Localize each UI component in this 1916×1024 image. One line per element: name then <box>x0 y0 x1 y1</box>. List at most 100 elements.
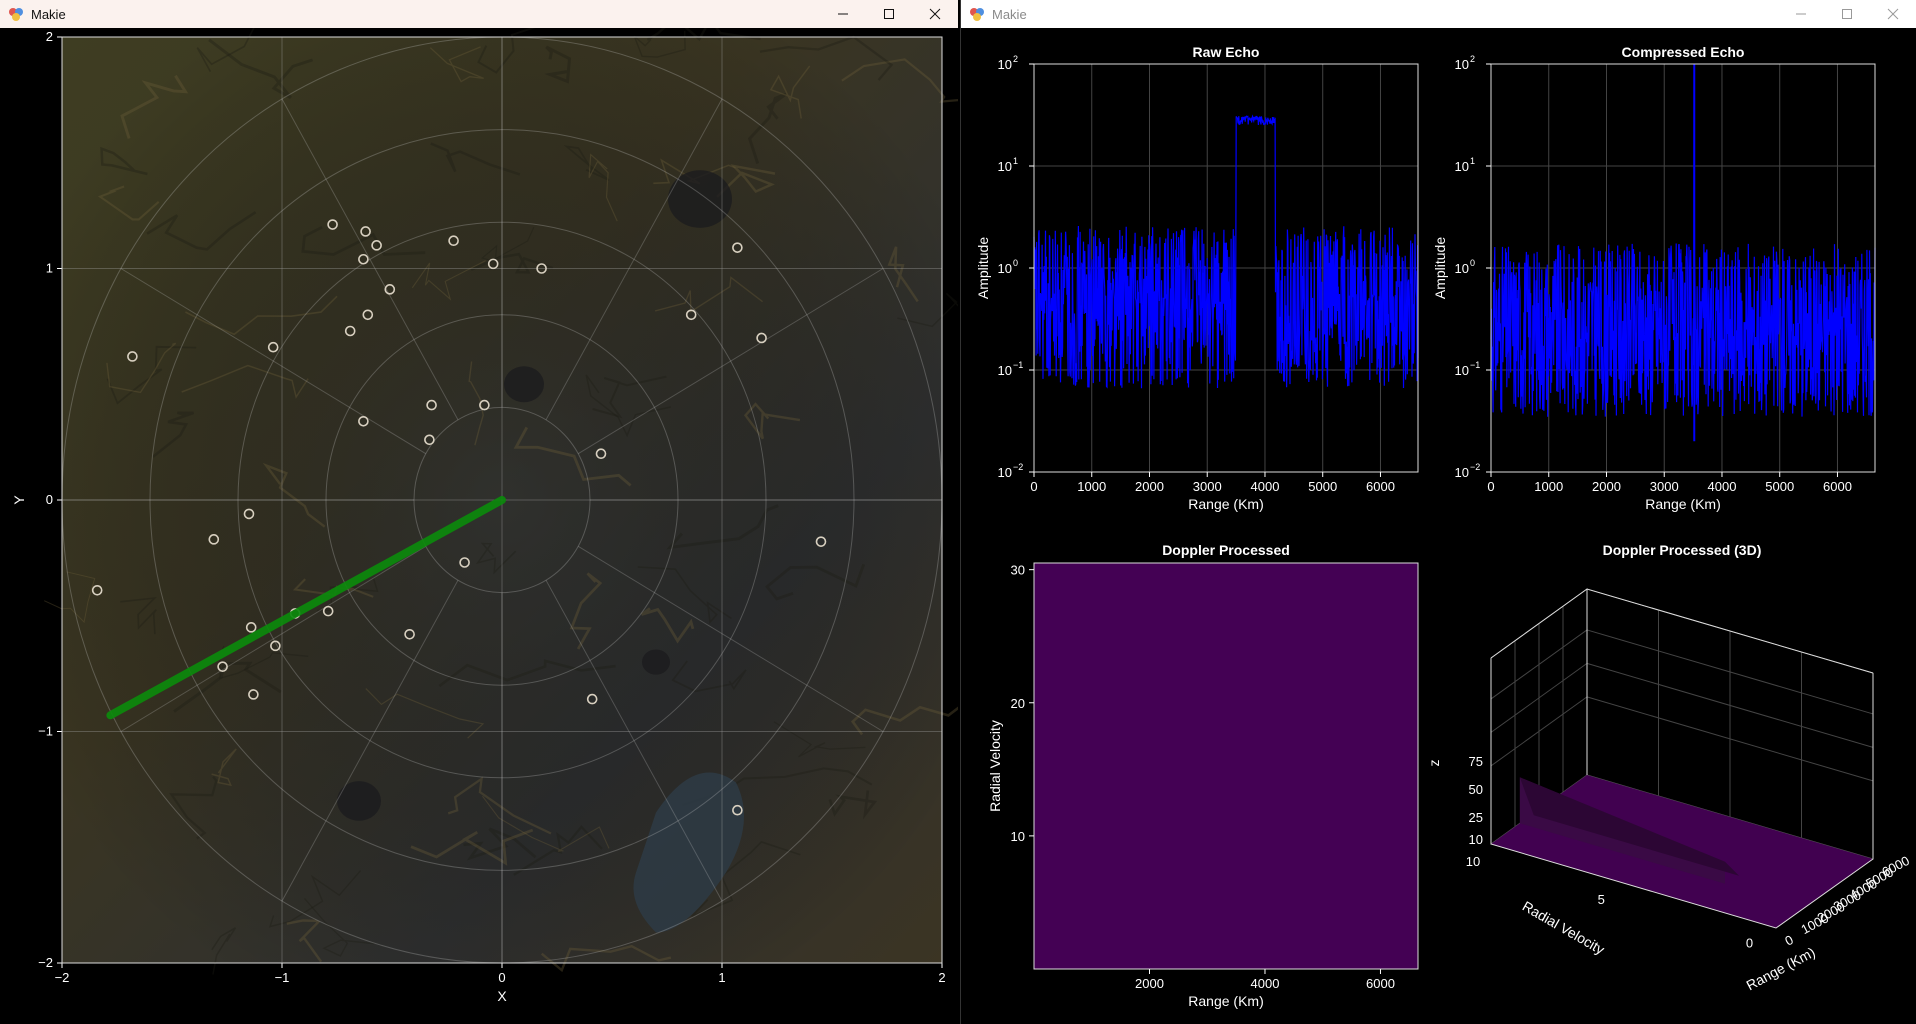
y-tick-exponent: 0 <box>1013 258 1018 268</box>
terrain-ridge <box>438 659 616 688</box>
target-marker[interactable] <box>208 534 220 545</box>
makie-window-map[interactable]: Makie <box>0 0 958 1024</box>
target-marker[interactable] <box>404 628 415 640</box>
close-button[interactable] <box>1870 0 1916 28</box>
y-tick-exponent: 1 <box>1013 156 1018 166</box>
target-marker[interactable] <box>91 584 103 596</box>
target-marker[interactable] <box>327 219 338 230</box>
target-marker[interactable] <box>322 605 334 617</box>
target-marker[interactable] <box>448 235 459 247</box>
target-marker[interactable] <box>424 434 435 446</box>
close-icon <box>929 8 941 20</box>
titlebar[interactable]: Makie <box>961 0 1916 28</box>
y-tick-label: 0 <box>1746 935 1753 950</box>
y-tick-base: 10 <box>998 363 1012 378</box>
y-tick-base: 10 <box>1455 363 1469 378</box>
polar-ring <box>149 129 855 871</box>
terrain-ridge <box>654 276 764 313</box>
target-marker[interactable] <box>815 536 827 547</box>
target-marker[interactable] <box>362 309 374 321</box>
titlebar[interactable]: Makie <box>0 0 958 28</box>
y-axis-label: Radial Velocity <box>987 720 1003 812</box>
y-tick-exponent: −2 <box>1013 462 1023 472</box>
target-marker[interactable] <box>245 622 257 633</box>
minimize-button[interactable] <box>1778 0 1824 28</box>
minimize-icon <box>838 13 848 15</box>
target-marker[interactable] <box>243 508 255 520</box>
doppler-heatmap-plot[interactable]: Doppler Processed 2000 4000 6000 10 20 30 Range… <box>987 542 1419 1009</box>
target-marker[interactable] <box>358 253 369 265</box>
y-tick-base: 10 <box>1455 57 1469 72</box>
target-marker[interactable] <box>586 693 598 705</box>
doppler-3d-surface-plot[interactable]: Doppler Processed (3D) 10 25 50 75 z 0 5 10 Radia… <box>1426 542 1912 993</box>
y-tick-exponent: 2 <box>1470 54 1475 64</box>
minimize-button[interactable] <box>820 0 866 28</box>
terrain-ridge <box>887 246 919 303</box>
maximize-button[interactable] <box>866 0 912 28</box>
terrain-ridge <box>666 504 779 550</box>
terrain-ridge <box>262 462 326 528</box>
target-marker[interactable] <box>217 661 228 672</box>
target-marker[interactable] <box>248 689 259 700</box>
terrain-ridge <box>97 185 160 221</box>
terrain-ridge <box>646 16 761 42</box>
close-button[interactable] <box>912 0 958 28</box>
maximize-icon <box>1842 9 1852 19</box>
x-tick-label: 2000 <box>1592 479 1621 494</box>
y-tick-exponent: −1 <box>1013 360 1023 370</box>
target-marker[interactable] <box>270 640 281 652</box>
target-marker[interactable] <box>371 240 382 251</box>
target-marker[interactable] <box>344 325 356 337</box>
x-tick-label: 6000 <box>1879 853 1912 880</box>
terrain-ridge <box>476 542 517 575</box>
target-marker[interactable] <box>479 399 490 411</box>
x-tick-label: 0 <box>1487 479 1494 494</box>
target-marker[interactable] <box>426 399 437 411</box>
maximize-button[interactable] <box>1824 0 1870 28</box>
x-tick-label: 5000 <box>1308 479 1337 494</box>
y-tick-label: 0 <box>46 492 53 507</box>
target-marker[interactable] <box>267 341 279 353</box>
makie-window-processing[interactable]: Makie Raw Echo 0 1000 2000 3000 4000 5000 6000 1… <box>960 0 1916 1024</box>
target-marker[interactable] <box>732 804 743 816</box>
polar-ring <box>237 221 767 779</box>
minimize-icon <box>1796 13 1806 15</box>
x-axis-label: X <box>497 988 507 1004</box>
polar-ring <box>413 406 591 594</box>
terrain-ridge <box>513 825 603 876</box>
target-marker[interactable] <box>685 309 697 321</box>
x-tick-label: 3000 <box>1193 479 1222 494</box>
target-marker[interactable] <box>595 448 607 460</box>
polar-spoke <box>281 579 459 902</box>
radar-map[interactable]: −2−2 −1 −1 0 0 1 1 2 2 X Y <box>0 14 958 1024</box>
terrain-ridge <box>169 775 218 840</box>
terrain-ridge <box>106 345 197 405</box>
x-tick-label: 4000 <box>1251 479 1280 494</box>
echo-series-line <box>1033 114 1419 389</box>
target-marker[interactable] <box>459 557 470 568</box>
target-marker[interactable] <box>384 284 396 295</box>
figure-canvas[interactable]: −2 −2 −1 −1 0 0 1 1 2 2 X Y <box>0 14 958 1024</box>
target-marker[interactable] <box>756 332 767 344</box>
terrain-ridge <box>286 919 323 963</box>
axis-frame <box>1033 562 1419 970</box>
y-tick-exponent: 2 <box>1013 54 1018 64</box>
target-marker[interactable] <box>360 226 371 237</box>
terrain-ridge <box>268 870 362 928</box>
target-marker[interactable] <box>487 258 499 270</box>
target-marker[interactable] <box>358 415 369 427</box>
x-tick-label: 2 <box>938 970 945 985</box>
x-tick-label: 2000 <box>1135 479 1164 494</box>
target-marker[interactable] <box>732 242 743 253</box>
x-axis-label: Range (Km) <box>1645 496 1720 512</box>
terrain-ridge <box>173 661 282 713</box>
x-axis-label: Range (Km) <box>1188 993 1263 1009</box>
target-marker[interactable] <box>536 263 547 274</box>
z-tick-label: 25 <box>1469 810 1483 825</box>
target-marker[interactable] <box>127 351 138 362</box>
figure-canvas[interactable]: Raw Echo 0 1000 2000 3000 4000 5000 6000 10 2 10 1 1… <box>961 28 1916 1024</box>
compressed-echo-plot[interactable]: Compressed Echo 0 1000 2000 3000 4000 5000 6000… <box>1432 44 1876 512</box>
crater <box>504 366 544 403</box>
